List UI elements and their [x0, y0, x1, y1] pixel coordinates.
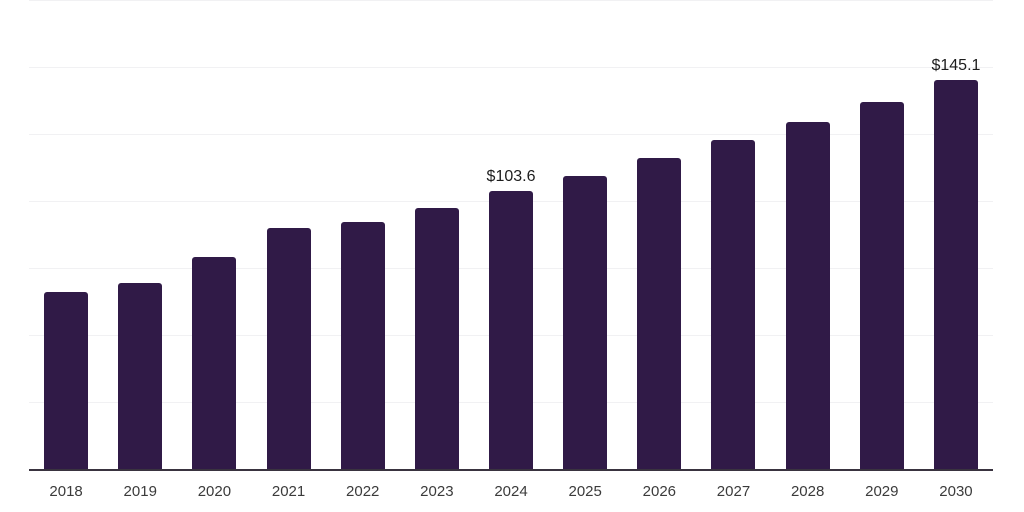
x-tick-label-2019: 2019 [123, 483, 157, 500]
bar-2027 [711, 140, 756, 469]
bar-2020 [192, 257, 237, 469]
bar-2022 [340, 221, 385, 469]
bar-2026 [637, 158, 682, 469]
bar-2024: $103.6 [487, 168, 535, 469]
bar-2029 [859, 102, 904, 469]
x-axis-tick-labels: 2018 2019 2020 2021 2022 2023 2024 2025 2026 2027… [29, 484, 993, 500]
gridline-125 [29, 134, 993, 135]
bar-group-2023 [400, 0, 474, 469]
x-tick-label-2023: 2023 [420, 483, 454, 500]
bar-group-2018 [29, 0, 103, 469]
bar-value-label-2030: $145.1 [931, 57, 981, 75]
x-tick-label-2026: 2026 [642, 483, 677, 500]
x-tick-label-2018: 2018 [49, 483, 83, 500]
bar-group-2027 [696, 0, 770, 469]
bar-group-2024: $103.6 [474, 0, 548, 469]
gridline-150 [29, 67, 993, 68]
bar-group-2025 [548, 0, 622, 469]
bar-2019 [118, 282, 163, 469]
bar-group-2021 [251, 0, 325, 469]
bar-2025 [563, 175, 608, 469]
x-tick-label-2029: 2029 [865, 483, 899, 500]
x-tick-label-2020: 2020 [197, 483, 232, 500]
x-tick-label-2027: 2027 [716, 483, 751, 500]
bar-value-label-2024: $103.6 [486, 168, 536, 186]
x-tick-label-2028: 2028 [790, 483, 825, 500]
bar-2018 [44, 292, 89, 469]
plot-area: $103.6 $145.1 [29, 0, 993, 471]
x-tick-label-2022: 2022 [346, 483, 380, 500]
bar-group-2029 [845, 0, 919, 469]
x-tick-label-2021: 2021 [271, 483, 306, 500]
x-tick-label-2025: 2025 [568, 483, 602, 500]
bar-group-2028 [771, 0, 845, 469]
bar-group-2030: $145.1 [919, 0, 993, 469]
bar-2023 [414, 207, 459, 469]
bar-2028 [785, 121, 830, 469]
bar-group-2022 [326, 0, 400, 469]
bar-group-2026 [622, 0, 696, 469]
bar-2030: $145.1 [931, 57, 980, 469]
bar-group-2019 [103, 0, 177, 469]
bar-group-2020 [177, 0, 251, 469]
gridline-175 [29, 0, 993, 1]
x-tick-label-2030: 2030 [939, 483, 973, 500]
x-tick-label-2024: 2024 [494, 483, 528, 500]
bar-2021 [266, 228, 311, 469]
bars-container: $103.6 $145.1 [29, 0, 993, 469]
